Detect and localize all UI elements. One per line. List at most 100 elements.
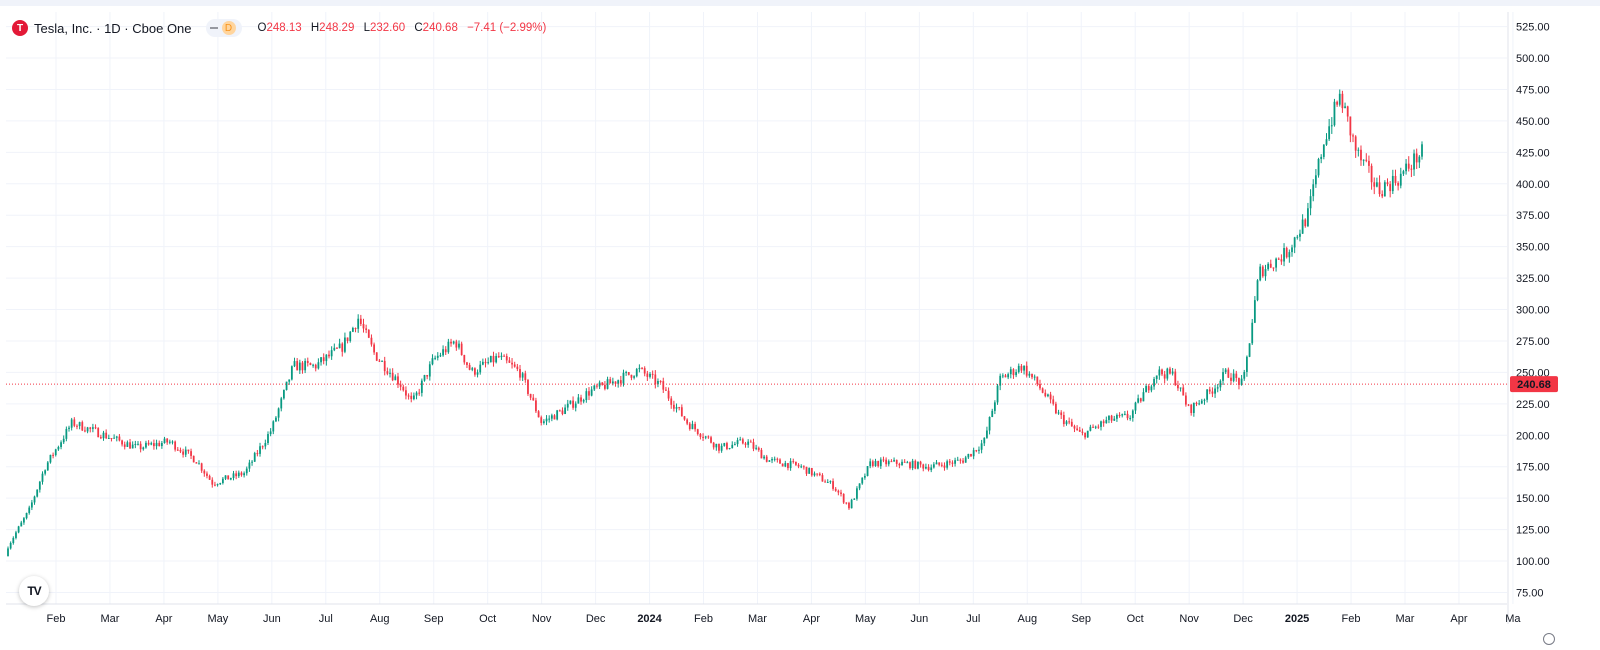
candle-body — [1214, 388, 1216, 394]
candle — [572, 396, 574, 410]
candle — [731, 441, 734, 449]
candle — [198, 460, 200, 465]
candle-body — [856, 488, 858, 499]
x-tick-label: Apr — [155, 613, 172, 625]
candle — [184, 446, 187, 458]
close-label: C — [414, 22, 423, 34]
candle — [646, 370, 649, 381]
candle — [1224, 368, 1227, 375]
candle-body — [638, 367, 641, 370]
candle-body — [12, 537, 15, 543]
candle-body — [492, 355, 495, 363]
candle-body — [1246, 356, 1248, 372]
time-axis[interactable]: Feb Mar Apr May Jun Jul Aug Sep Oct Nov Dec 2024 Feb… — [6, 603, 1521, 625]
candle — [381, 360, 383, 362]
candle-body — [304, 360, 307, 371]
candle-body — [752, 442, 755, 449]
candle-body — [1354, 136, 1357, 151]
symbol-title[interactable]: Tesla, Inc. · 1D · Cboe One — [34, 20, 192, 36]
candle — [879, 457, 882, 469]
candle — [1238, 377, 1240, 390]
candle — [1012, 368, 1015, 379]
candle — [160, 440, 163, 449]
candle — [765, 454, 768, 463]
candle — [89, 426, 92, 433]
candle — [399, 380, 402, 391]
candle-body — [65, 428, 68, 439]
candle-body — [540, 417, 543, 423]
candle-body — [1065, 421, 1068, 425]
candle — [1309, 189, 1312, 216]
y-tick-label: 500.00 — [1516, 53, 1550, 65]
candle — [17, 525, 20, 534]
candle-body — [691, 423, 694, 430]
candle-body — [731, 444, 734, 449]
x-tick-label: Feb — [47, 613, 66, 625]
candle-body — [1121, 414, 1124, 416]
candle — [121, 439, 123, 447]
candle — [593, 384, 596, 391]
candle — [906, 460, 909, 464]
candle — [1235, 370, 1238, 382]
candle-body — [1004, 375, 1007, 378]
x-tick-label: Mar — [748, 613, 767, 625]
candle-body — [808, 468, 811, 474]
candle — [1150, 384, 1153, 393]
candle — [1031, 373, 1033, 380]
candle — [344, 332, 346, 354]
candle-body — [458, 343, 460, 348]
candle-body — [1100, 421, 1102, 427]
candle-body — [1418, 156, 1421, 163]
candle-body — [1049, 394, 1052, 400]
candle — [150, 441, 153, 446]
candle — [174, 440, 177, 452]
candle — [1307, 202, 1309, 228]
candle — [1065, 420, 1068, 426]
settings-gear-icon[interactable] — [1543, 633, 1555, 645]
candle-body — [1261, 266, 1264, 277]
candle — [1177, 380, 1179, 391]
candle — [781, 463, 784, 467]
y-tick-label: 200.00 — [1516, 430, 1550, 442]
candle — [728, 447, 731, 450]
candle — [208, 474, 211, 480]
candle — [736, 437, 739, 447]
candle — [959, 458, 962, 464]
candle-body — [513, 364, 516, 367]
candle-body — [344, 337, 346, 352]
candle — [582, 398, 585, 404]
candle-body — [70, 419, 73, 428]
candle — [142, 446, 145, 451]
price-axis[interactable]: 75.00 100.00 125.00 150.00 175.00 200.00 225.0… — [1507, 12, 1558, 624]
candle — [1378, 175, 1381, 197]
candle-body — [1198, 403, 1201, 405]
candle-body — [1073, 426, 1076, 429]
candle — [566, 399, 569, 411]
candle-body — [1235, 373, 1238, 379]
candle — [527, 378, 529, 396]
candle-body — [418, 392, 421, 394]
candle-body — [52, 454, 54, 456]
candle — [466, 361, 468, 369]
candle-body — [1158, 369, 1161, 376]
candle-body — [1041, 388, 1044, 393]
tradingview-logo-icon[interactable]: TV — [19, 576, 49, 606]
candle — [481, 358, 484, 366]
candle — [1304, 218, 1307, 228]
candle-body — [221, 478, 224, 484]
candle — [938, 462, 941, 467]
candle-body — [195, 462, 198, 464]
interval-pill[interactable]: D — [205, 19, 242, 37]
candle — [1044, 389, 1047, 398]
candle — [1073, 424, 1076, 433]
candle — [203, 469, 206, 477]
candle-body — [60, 442, 62, 447]
high-value: 248.29 — [319, 22, 355, 34]
candle — [420, 378, 423, 397]
candle-body — [407, 395, 410, 397]
candle-body — [527, 380, 529, 394]
candle-body — [1328, 126, 1331, 140]
candle — [272, 420, 275, 435]
candle-body — [338, 343, 341, 349]
